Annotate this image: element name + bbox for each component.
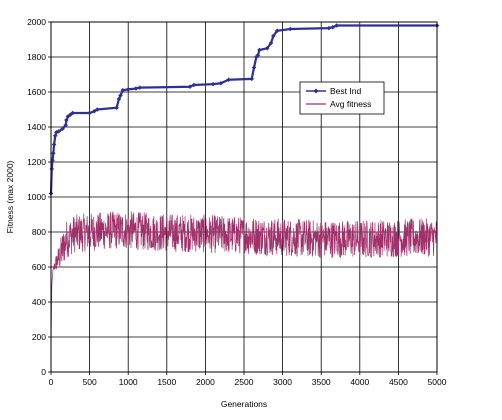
legend: Best Ind Avg fitness [299,81,385,115]
x-tick-label: 4000 [350,377,369,387]
best-ind-point-7 [56,129,62,134]
y-tick-label: 0 [41,367,46,377]
best-ind-point-16 [95,107,100,112]
x-tick-label: 3500 [312,377,331,387]
best-ind-point-8 [60,126,65,132]
best-ind-point-39 [326,25,332,31]
best-ind-point-23 [137,85,143,90]
x-tick-label: 5000 [428,377,447,387]
x-tick-label: 2500 [235,377,254,387]
y-tick-label: 200 [32,332,46,342]
best-ind-point-40 [330,24,336,30]
y-tick-label: 1000 [27,192,46,202]
best-ind-point-25 [191,82,197,88]
y-tick-label: 1600 [27,87,46,97]
best-ind-point-38 [288,26,293,32]
legend-marker-best-ind [313,88,319,94]
best-ind-point-18 [116,96,122,102]
series-line-avg-fitness [50,211,438,359]
series-layer [48,23,440,359]
best-ind-point-20 [120,87,126,93]
best-ind-point-35 [268,40,274,46]
best-ind-point-29 [249,76,255,82]
y-tick-label: 800 [32,227,46,237]
best-ind-point-10 [64,117,69,123]
legend-label-avg-fitness: Avg fitness [330,99,371,109]
best-ind-point-22 [133,86,139,91]
best-ind-point-3 [51,150,56,156]
grid [50,21,438,373]
best-ind-point-37 [274,28,280,34]
y-axis-title: Fitness (max 2000) [5,160,15,233]
best-ind-point-21 [125,87,131,92]
x-tick-label: 500 [83,377,97,387]
x-axis-title: Generations [221,399,267,409]
best-ind-point-32 [255,52,261,58]
best-ind-point-41 [334,23,339,28]
y-tick-label: 600 [32,262,46,272]
x-tick-label: 3000 [273,377,292,387]
best-ind-point-14 [87,110,92,116]
best-ind-point-36 [271,33,276,39]
best-ind-point-9 [63,122,68,128]
best-ind-point-15 [91,108,97,114]
best-ind-point-24 [187,84,193,90]
y-tick-label: 2000 [27,17,46,27]
best-ind-point-26 [210,81,216,87]
best-ind-point-1 [49,166,55,172]
y-tick-label: 1200 [27,157,46,167]
legend-label-best-ind: Best Ind [330,86,361,96]
legend-box [299,81,385,115]
y-tick-label: 400 [32,297,46,307]
x-tick-label: 0 [49,377,54,387]
x-axis-ticks: 0 500 1000 1500 2000 2500 3000 3500 4000 4500 5000 [49,372,447,387]
best-ind-point-30 [251,65,257,70]
best-ind-point-33 [257,47,262,53]
best-ind-point-27 [218,80,224,86]
best-ind-point-28 [226,77,231,83]
x-tick-label: 1500 [157,377,176,387]
x-tick-label: 2000 [196,377,215,387]
x-tick-label: 1000 [119,377,138,387]
best-ind-point-5 [52,133,58,139]
y-axis-ticks: 0 200 400 600 800 1000 1200 1400 1600 1800 2000 [27,17,51,377]
y-tick-label: 1800 [27,52,46,62]
y-tick-label: 1400 [27,122,46,132]
x-tick-label: 4500 [389,377,408,387]
best-ind-point-13 [70,110,75,116]
best-ind-point-31 [254,54,259,60]
best-ind-point-19 [118,93,123,98]
best-ind-point-4 [51,142,57,147]
best-ind-point-34 [264,45,270,51]
best-ind-point-17 [114,105,119,111]
